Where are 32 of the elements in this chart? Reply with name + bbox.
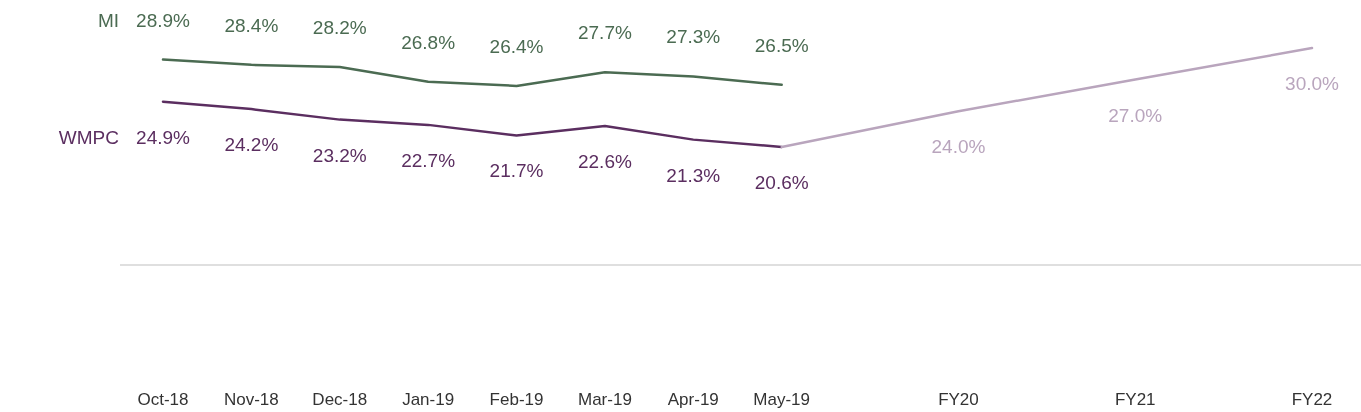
data-label: 28.4% (224, 14, 279, 36)
data-label: 28.2% (312, 16, 367, 38)
data-label: 27.0% (1108, 104, 1163, 126)
data-label: 26.4% (489, 35, 544, 57)
data-label: 24.0% (931, 136, 986, 158)
data-label: 22.6% (577, 150, 632, 172)
data-label: 21.7% (489, 160, 544, 182)
x-tick-label: May-19 (753, 390, 811, 409)
data-label: 23.2% (312, 144, 367, 166)
x-tick-label: FY21 (1114, 390, 1156, 409)
data-label: 30.0% (1285, 73, 1340, 94)
x-tick-label: Apr-19 (667, 390, 719, 409)
x-tick-label: FY20 (938, 390, 979, 409)
x-tick-label: FY22 (1291, 390, 1333, 409)
data-label: 20.6% (754, 172, 809, 193)
x-tick-label: Jan-19 (402, 390, 455, 409)
data-label: 27.3% (666, 26, 721, 48)
x-tick-label: Nov-18 (223, 390, 279, 409)
x-tick-label: Oct-18 (137, 390, 189, 409)
data-label: 28.9% (136, 9, 191, 31)
x-tick-label: Feb-19 (489, 390, 544, 409)
data-label: 27.7% (577, 22, 632, 44)
text: MI (97, 9, 119, 31)
data-label: 24.9% (136, 126, 191, 148)
text: WMPC (58, 126, 119, 148)
x-tick-label: Dec-18 (312, 390, 368, 409)
data-label: 26.8% (401, 31, 456, 53)
data-label: 24.2% (224, 134, 279, 156)
data-label: 22.7% (401, 149, 456, 171)
data-label: 26.5% (754, 34, 809, 56)
x-tick-label: Mar-19 (577, 390, 632, 409)
data-label: 21.3% (666, 164, 721, 186)
